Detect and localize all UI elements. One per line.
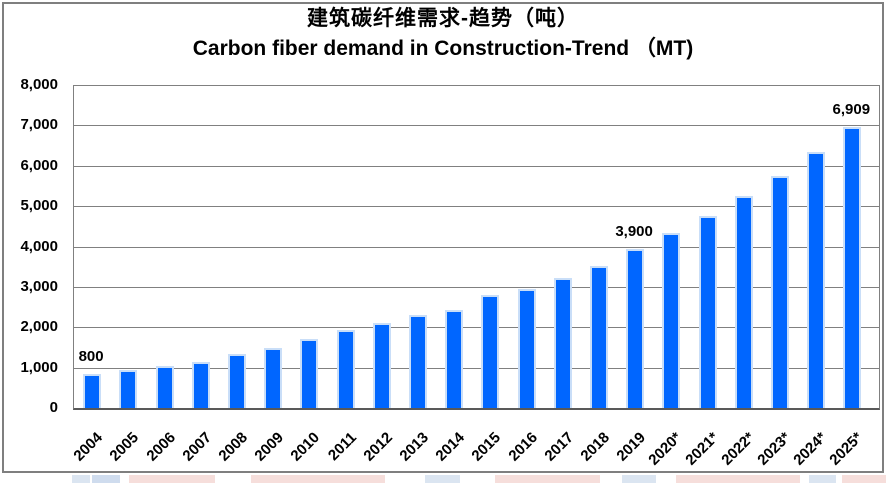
table-sliver-cell-1 [92, 475, 120, 483]
bar-2025* [843, 127, 862, 408]
data-label-2025*: 6,909 [832, 101, 871, 118]
y-tick-label-2000: 2,000 [20, 318, 58, 336]
y-tick-label-3000: 3,000 [20, 277, 58, 295]
y-tick-label-6000: 6,000 [20, 156, 58, 174]
bar-2009 [264, 347, 283, 408]
table-sliver-cell-8 [809, 475, 836, 483]
y-tick-label-5000: 5,000 [20, 197, 58, 215]
gridline-7000 [74, 125, 879, 127]
bar-2017 [553, 277, 572, 408]
table-sliver-cell-0 [72, 475, 90, 483]
y-tick-label-1000: 1,000 [20, 358, 58, 376]
table-sliver-cell-4 [425, 475, 460, 483]
chart-subtitle: Carbon fiber demand in Construction-Tren… [192, 37, 694, 60]
y-tick-label-0: 0 [49, 399, 58, 416]
bar-2023* [770, 175, 789, 408]
table-sliver-cell-6 [622, 475, 656, 483]
gridline-5000 [74, 206, 879, 208]
bar-2016 [517, 289, 536, 408]
bar-2020* [662, 232, 681, 408]
table-sliver-cell-2 [129, 475, 215, 483]
table-sliver-cell-7 [676, 475, 800, 483]
bar-2012 [372, 322, 391, 408]
gridline-8000 [74, 85, 879, 86]
bar-2008 [227, 353, 246, 408]
bar-2019 [626, 248, 645, 408]
bar-2013 [408, 315, 427, 408]
data-label-2019: 3,900 [615, 222, 653, 240]
bar-2005 [119, 369, 138, 408]
bar-2018 [589, 265, 608, 408]
table-sliver-cell-5 [495, 475, 600, 483]
table-sliver-cell-3 [251, 475, 385, 483]
gridline-3000 [74, 286, 879, 288]
bar-2007 [191, 361, 210, 408]
gridline-2000 [74, 327, 879, 329]
plot-area [73, 85, 880, 410]
gridline-4000 [74, 246, 879, 248]
bar-2021* [698, 215, 717, 408]
bar-2011 [336, 330, 355, 408]
bar-2024* [807, 152, 826, 408]
bar-2010 [300, 339, 319, 408]
data-label-2004: 800 [78, 347, 104, 365]
gridline-6000 [74, 165, 879, 167]
bar-2022* [734, 196, 753, 408]
bar-2006 [155, 365, 174, 408]
bar-2014 [445, 310, 464, 408]
bar-2004 [83, 373, 102, 408]
gridline-1000 [74, 367, 879, 369]
y-tick-label-4000: 4,000 [20, 237, 58, 255]
y-tick-label-8000: 8,000 [20, 76, 58, 93]
table-sliver-cell-9 [842, 475, 886, 483]
y-tick-label-7000: 7,000 [20, 116, 58, 134]
chart-title: 建筑碳纤维需求-趋势（吨） [307, 7, 579, 30]
bar-2015 [481, 294, 500, 408]
